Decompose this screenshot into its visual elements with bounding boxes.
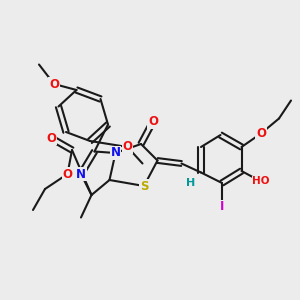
Text: O: O [256, 127, 266, 140]
Text: O: O [46, 131, 56, 145]
Text: O: O [62, 167, 73, 181]
Text: HO: HO [252, 176, 270, 187]
Text: O: O [49, 77, 59, 91]
Text: N: N [76, 167, 86, 181]
Text: O: O [122, 140, 133, 154]
Text: N: N [110, 146, 121, 160]
Text: I: I [220, 200, 224, 214]
Text: O: O [148, 115, 158, 128]
Text: H: H [186, 178, 195, 188]
Text: S: S [140, 179, 148, 193]
